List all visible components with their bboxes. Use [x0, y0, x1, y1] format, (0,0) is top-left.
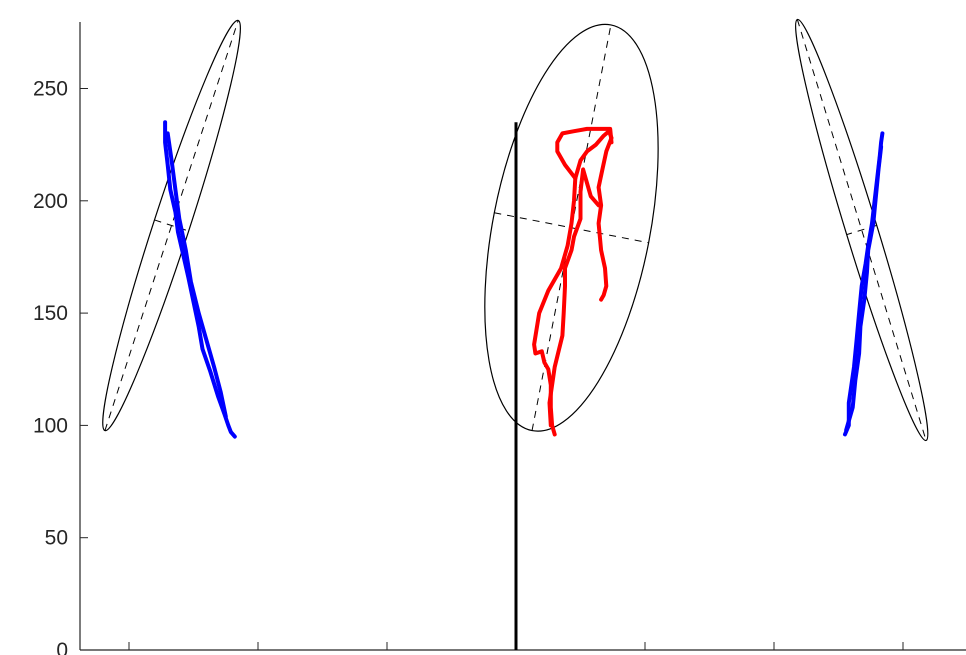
y-tick-label: 100 [33, 414, 68, 437]
trajectory-right-2 [844, 144, 884, 432]
series-right [843, 131, 885, 437]
y-tick-label: 150 [33, 302, 68, 325]
y-tick-label: 50 [45, 527, 68, 550]
trajectory-center-2 [555, 126, 614, 181]
y-tick-label: 0 [56, 639, 68, 655]
series-layer [163, 120, 885, 439]
y-tick-label: 200 [33, 190, 68, 213]
trajectory-left-2 [165, 131, 228, 419]
trajectory-left-1 [163, 120, 237, 439]
ellipse-major-axis [104, 20, 239, 431]
ellipse-major-axis [796, 19, 927, 441]
right-ellipse [795, 18, 929, 442]
series-center [532, 126, 614, 437]
y-tick-label: 250 [33, 78, 68, 101]
trajectory-center-1 [532, 129, 614, 437]
trajectory-center-3 [547, 167, 601, 428]
series-left [163, 120, 237, 439]
y-tick-labels: 0 50 100 150 200 250 [33, 78, 68, 655]
axes [79, 22, 966, 651]
left-ellipse [102, 19, 241, 432]
